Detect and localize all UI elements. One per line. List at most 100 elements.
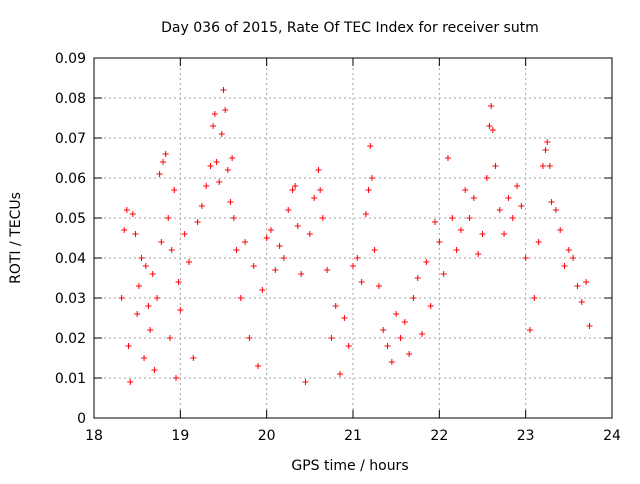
data-point [535, 239, 542, 245]
data-point [280, 255, 287, 261]
data-point [220, 87, 227, 93]
data-point [457, 227, 464, 233]
data-point [175, 279, 182, 285]
data-point [501, 231, 508, 237]
data-point [129, 211, 136, 217]
data-point [151, 367, 158, 373]
data-point [328, 335, 335, 341]
data-point [337, 371, 344, 377]
data-point [453, 247, 460, 253]
data-point [156, 171, 163, 177]
data-point [123, 207, 130, 213]
data-point [315, 167, 322, 173]
data-point [242, 239, 249, 245]
data-point [423, 259, 430, 265]
x-tick-label: 19 [171, 428, 189, 444]
data-point [488, 103, 495, 109]
x-axis-label: GPS time / hours [291, 458, 408, 474]
data-point [350, 263, 356, 269]
data-point [125, 343, 132, 349]
data-point [444, 155, 451, 161]
data-point [514, 183, 521, 189]
data-point [496, 207, 503, 213]
data-point [121, 227, 128, 233]
data-point [141, 355, 148, 361]
data-point [526, 327, 533, 333]
data-point [142, 263, 149, 269]
data-point [162, 151, 169, 157]
x-tick-label: 18 [85, 428, 103, 444]
y-tick-label: 0.06 [55, 171, 86, 187]
data-point [462, 187, 469, 193]
data-point [384, 343, 391, 349]
data-point [570, 255, 577, 261]
data-point [224, 167, 231, 173]
data-point [479, 231, 486, 237]
data-point [127, 379, 134, 385]
data-point [427, 303, 434, 309]
data-point [583, 279, 590, 285]
y-tick-label: 0.02 [55, 331, 86, 347]
x-tick-label: 23 [517, 428, 535, 444]
data-point [181, 231, 188, 237]
data-point [358, 279, 365, 285]
x-tick-label: 22 [430, 428, 448, 444]
data-point [118, 295, 125, 301]
y-tick-label: 0.09 [55, 51, 86, 67]
data-point [207, 163, 214, 169]
data-point [198, 203, 205, 209]
data-point [362, 211, 369, 217]
data-point [138, 255, 145, 261]
data-point [486, 123, 493, 129]
data-point [168, 247, 175, 253]
data-point [388, 359, 395, 365]
data-point [324, 267, 331, 273]
data-point [302, 379, 309, 385]
data-point [229, 155, 236, 161]
data-point [449, 215, 456, 221]
data-point [354, 255, 361, 261]
data-point [246, 335, 253, 341]
data-point [319, 215, 326, 221]
data-point [483, 175, 490, 181]
y-tick-label: 0.04 [55, 251, 86, 267]
ticks-layer [93, 57, 613, 419]
data-point [548, 199, 555, 205]
data-point [294, 223, 301, 229]
data-point [586, 323, 593, 329]
data-point [522, 255, 529, 261]
data-point [147, 327, 154, 333]
y-tick-label: 0.05 [55, 211, 86, 227]
data-point [375, 283, 382, 289]
data-point [160, 159, 167, 165]
data-point [332, 303, 339, 309]
data-point [165, 215, 172, 221]
data-point [578, 299, 585, 305]
data-point [436, 239, 443, 245]
data-point [173, 375, 180, 381]
y-tick-label: 0.03 [55, 291, 86, 307]
x-tick-label: 20 [258, 428, 276, 444]
data-point [171, 187, 178, 193]
y-tick-label: 0.07 [55, 131, 86, 147]
data-point [440, 271, 447, 277]
data-point [505, 195, 512, 201]
data-point [546, 163, 553, 169]
data-point [365, 187, 372, 193]
data-point [210, 123, 217, 129]
data-point [466, 215, 473, 221]
data-point [211, 111, 218, 117]
data-point [475, 251, 482, 257]
data-point [227, 199, 234, 205]
data-point [544, 139, 551, 145]
data-point [194, 219, 201, 225]
data-point [371, 247, 378, 253]
data-point [185, 259, 192, 265]
data-point [177, 307, 184, 313]
data-point [345, 343, 352, 349]
data-point [285, 207, 292, 213]
data-point [432, 219, 439, 225]
data-point [250, 263, 257, 269]
